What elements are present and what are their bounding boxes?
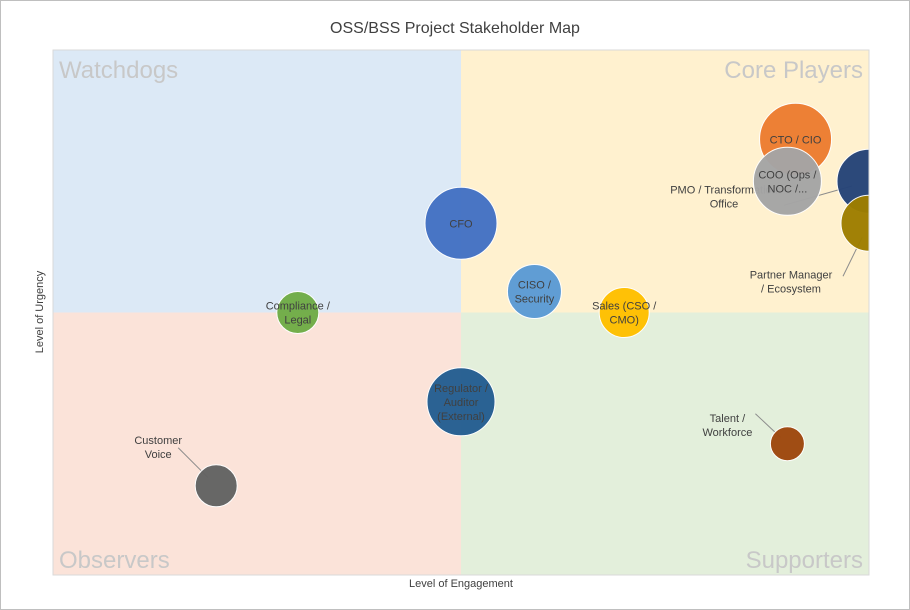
quadrant-bottom-left (53, 312, 461, 575)
data-label-cfo: CFO (449, 218, 473, 230)
bubble-sales-cso-cmo (598, 287, 650, 338)
quadrant-layer: Watchdogs Core Players Observers Supporters (53, 50, 869, 575)
quadrant-title-top-right: Core Players (724, 57, 863, 84)
chart-title: OSS/BSS Project Stakeholder Map (330, 20, 580, 37)
quadrant-title-top-left: Watchdogs (59, 57, 178, 84)
bubble-partner-manager-ecosystem (840, 194, 869, 252)
bubble-layer: CTO / CIO COO (Ops / NOC /... CFO CISO / Secu… (194, 102, 869, 508)
bubble-ciso-security (506, 264, 562, 319)
data-label-compliance-legal: Compliance / Legal (266, 301, 331, 327)
quadrant-title-bottom-left: Observers (59, 547, 170, 574)
data-label-sales-cso-cmo: Sales (CSO / CMO) (592, 301, 657, 327)
data-label-pmo-transformation-office: PMO / Transformation Office (670, 184, 778, 210)
x-axis-label: Level of Engagement (409, 578, 513, 590)
quadrant-bottom-right (461, 312, 869, 575)
bubble-talent-workforce (769, 426, 805, 462)
data-label-regulator-auditor-external: Regulator / Auditor (External) (434, 383, 489, 423)
bubble-coo-ops-noc (752, 146, 822, 216)
data-label-talent-workforce: Talent / Workforce (702, 413, 752, 439)
plot-border (52, 49, 870, 576)
bubble-compliance-legal (276, 291, 320, 334)
quadrant-title-bottom-right: Supporters (746, 547, 863, 574)
data-label-partner-manager-ecosystem: Partner Manager / Ecosystem (750, 269, 833, 295)
data-label-customer-voice: Customer Voice (134, 435, 182, 461)
bubble-customer-voice (194, 464, 238, 508)
data-label-coo-ops-noc: COO (Ops / NOC /... (758, 169, 817, 195)
data-label-cto-cio: CTO / CIO (770, 134, 822, 146)
bubble-regulator-auditor-external (426, 367, 496, 437)
data-label-ciso-security: CISO / Security (515, 280, 555, 306)
quadrant-top-left (53, 50, 461, 313)
label-layer: PMO / Transformation Office Partner Manage… (134, 184, 863, 478)
bubble-cfo (424, 186, 498, 260)
